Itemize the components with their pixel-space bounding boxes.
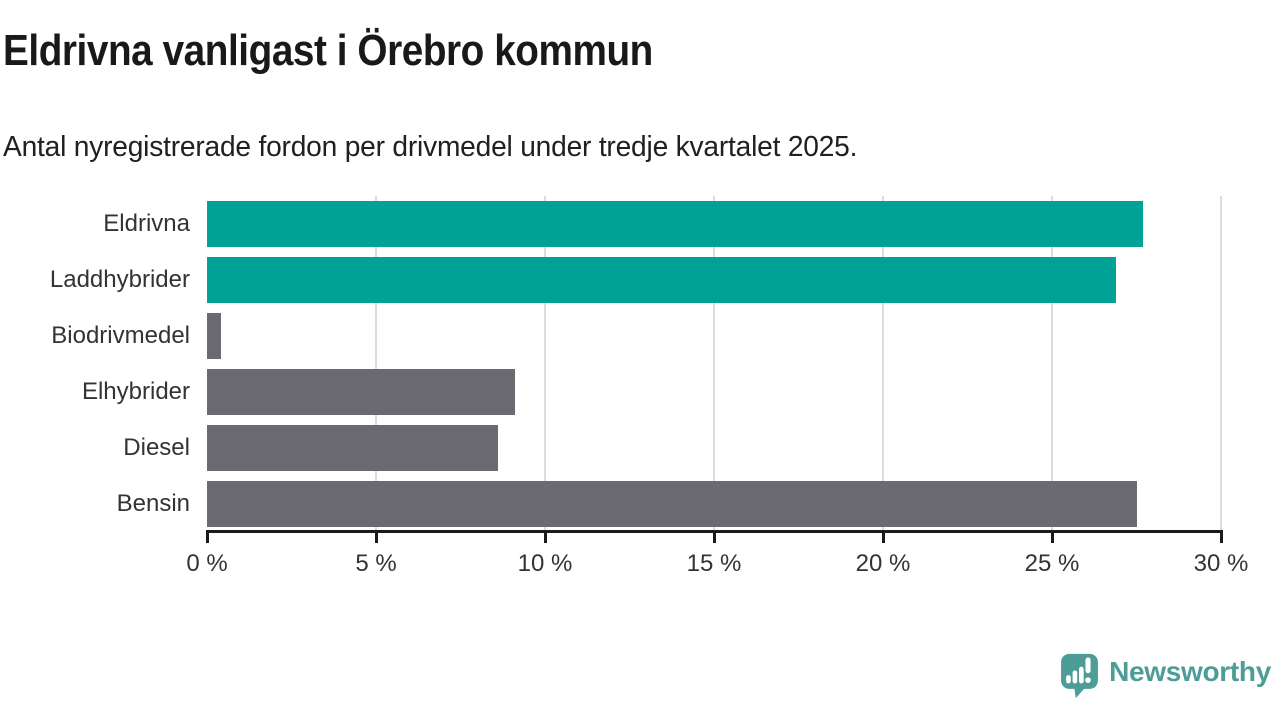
bar-laddhybrider xyxy=(207,257,1117,303)
logo-exclamation-dot xyxy=(1085,677,1091,684)
tick-label-20: 20 % xyxy=(855,550,911,577)
x-axis-line xyxy=(206,530,1223,533)
brand-footer: Newsworthy xyxy=(1059,652,1271,700)
plot-area xyxy=(207,196,1222,532)
brand-name: Newsworthy xyxy=(1109,656,1271,687)
gridline-30 xyxy=(1220,196,1222,532)
y-axis-labels: Eldrivna Laddhybrider Biodrivmedel Elhybrid… xyxy=(0,196,190,532)
category-label-elhybrider: Elhybrider xyxy=(81,378,190,405)
tick-mark-0 xyxy=(205,532,209,543)
tick-label-15: 15 % xyxy=(686,550,742,577)
gridline-20 xyxy=(882,196,884,532)
chart-title: Eldrivna vanligast i Örebro kommun xyxy=(3,26,653,75)
gridline-25 xyxy=(1051,196,1053,532)
x-axis: 0 % 5 % 10 % 15 % 20 % 25 % 30 % xyxy=(186,530,1248,580)
tick-label-30: 30 % xyxy=(1193,550,1249,577)
tick-mark-5 xyxy=(374,532,378,543)
bar-diesel xyxy=(207,425,498,471)
tick-mark-20 xyxy=(881,532,885,543)
category-label-laddhybrider: Laddhybrider xyxy=(49,266,190,293)
bar-biodrivmedel xyxy=(207,313,221,359)
logo-bar-1 xyxy=(1066,675,1071,684)
tick-mark-30 xyxy=(1219,532,1223,543)
tick-label-0: 0 % xyxy=(186,550,228,577)
tick-label-10: 10 % xyxy=(517,550,573,577)
category-label-diesel: Diesel xyxy=(123,434,190,461)
tick-label-5: 5 % xyxy=(355,550,397,577)
logo-bar-3 xyxy=(1079,666,1084,684)
logo-bar-2 xyxy=(1072,670,1078,684)
tick-mark-15 xyxy=(712,532,716,543)
logo-exclamation-stroke xyxy=(1085,657,1091,674)
bar-bensin xyxy=(207,481,1137,527)
tick-label-25: 25 % xyxy=(1024,550,1080,577)
bar-eldrivna xyxy=(207,201,1144,247)
category-label-bensin: Bensin xyxy=(116,490,190,517)
bar-elhybrider xyxy=(207,369,515,415)
chart-subtitle: Antal nyregistrerade fordon per drivmede… xyxy=(3,131,858,163)
tick-mark-25 xyxy=(1050,532,1054,543)
gridline-5 xyxy=(375,196,377,532)
category-label-eldrivna: Eldrivna xyxy=(103,210,190,237)
gridline-15 xyxy=(713,196,715,532)
gridline-10 xyxy=(544,196,546,532)
newsworthy-logo-icon xyxy=(1061,653,1099,699)
tick-mark-10 xyxy=(543,532,547,543)
category-label-biodrivmedel: Biodrivmedel xyxy=(51,322,190,349)
